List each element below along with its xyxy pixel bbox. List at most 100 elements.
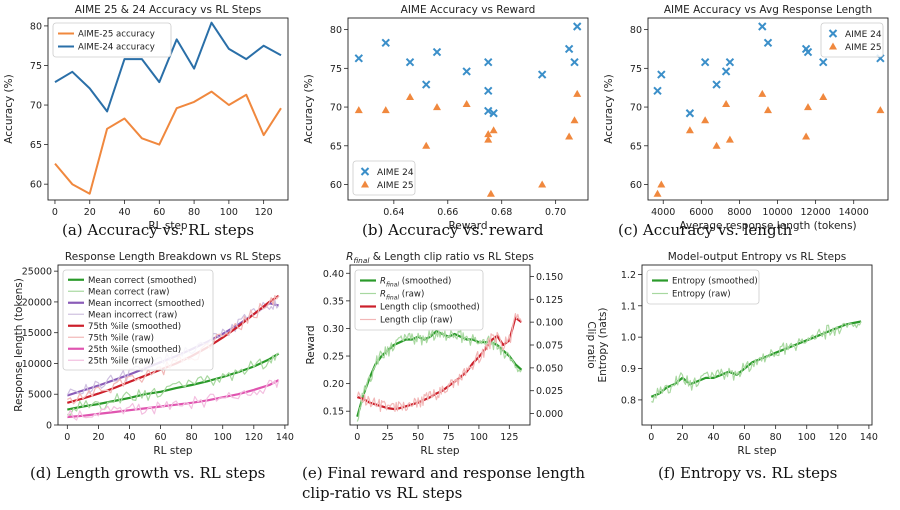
chart-svg: AIME Accuracy vs Avg Response Length 4000… xyxy=(603,4,889,232)
legend-box xyxy=(820,22,884,58)
figure-caption: (f) Entropy vs. RL steps xyxy=(658,464,838,482)
scatter-point-1 xyxy=(432,103,441,111)
scatter-point-0 xyxy=(700,57,710,67)
scatter-point-1 xyxy=(573,89,582,97)
scatter-point-0 xyxy=(484,106,493,116)
legend-label: AIME 25 xyxy=(377,181,414,191)
legend-label: AIME 25 xyxy=(845,43,882,53)
y-right-tick-label: 0.000 xyxy=(536,409,563,420)
title-part: (smoothed) xyxy=(399,277,451,287)
y-tick-label: 5000 xyxy=(28,390,52,401)
x-tick-label: 75 xyxy=(442,432,454,443)
x-marker-stroke xyxy=(758,22,767,31)
x-tick-label: 10000 xyxy=(762,207,792,218)
x-tick-label: 140 xyxy=(860,432,878,443)
legend-label: AIME-25 accuracy xyxy=(78,30,155,40)
y-tick-label: 65 xyxy=(330,141,342,152)
y-tick-label: 10000 xyxy=(22,359,52,370)
x-marker-stroke xyxy=(819,57,828,67)
chart-panel-d: Response Length Breakdown vs RL Steps 0 20… xyxy=(0,245,300,510)
y-tick-label: 0.25 xyxy=(323,352,344,363)
x-tick-label: 0.66 xyxy=(437,207,458,218)
figure-caption: (c) Accuracy vs. length xyxy=(618,221,793,239)
legend-label: AIME 24 xyxy=(845,30,882,40)
legend-label: AIME 24 xyxy=(377,168,414,178)
x-tick-label: 20 xyxy=(92,432,104,443)
scatter-point-1 xyxy=(486,189,495,197)
title-part: final xyxy=(386,295,399,302)
y-axis-label: Accuracy (%) xyxy=(303,74,315,143)
y-tick-label: 15000 xyxy=(22,328,52,339)
legend-label: Length clip (raw) xyxy=(380,316,453,326)
legend: AIME 24 AIME 25 xyxy=(820,22,884,58)
y-tick-label: 0.15 xyxy=(323,407,344,418)
x-tick-label: 14000 xyxy=(839,207,869,218)
y-tick-label: 75 xyxy=(30,61,42,72)
scatter-point-0 xyxy=(421,80,431,89)
y-tick-label: 70 xyxy=(630,103,642,114)
plot-area xyxy=(653,22,885,197)
scatter-point-0 xyxy=(712,80,721,89)
scatter-point-1 xyxy=(804,103,812,111)
x-tick-label: 0 xyxy=(354,432,360,443)
scatter-point-0 xyxy=(489,109,498,118)
y-tick-label: 80 xyxy=(30,21,42,32)
y-right-axis-label: Clip ratio xyxy=(585,321,597,368)
scatter-point-1 xyxy=(484,135,493,143)
scatter-point-1 xyxy=(484,130,493,138)
figure-caption: (b) Accuracy vs. reward xyxy=(362,221,544,239)
plot-frame xyxy=(349,264,531,426)
legend: Mean correct (smoothed)Mean correct (raw… xyxy=(62,269,214,371)
title-part: R xyxy=(380,290,386,300)
x-marker-stroke xyxy=(405,57,415,67)
legend-label: Mean correct (smoothed) xyxy=(88,276,197,286)
plot-area xyxy=(354,22,582,197)
y-tick-label: 0.8 xyxy=(621,395,636,406)
plot-area xyxy=(650,320,862,403)
chart-svg: AIME Accuracy vs Reward 0.64 0.66 0.68 0.70 6… xyxy=(303,4,589,232)
x-axis-label: Reward xyxy=(448,220,487,232)
y-tick-label: 80 xyxy=(630,25,642,36)
scatter-point-0 xyxy=(653,86,662,96)
legend-marker xyxy=(829,42,837,50)
y-tick-label: 0.9 xyxy=(621,364,636,375)
y-tick-label: 1.2 xyxy=(621,270,636,281)
x-tick-label: 0.70 xyxy=(545,207,566,218)
legend-box xyxy=(62,269,214,371)
legend: Entropy (smoothed) Entropy (raw) xyxy=(646,269,760,305)
y-tick-label: 0.35 xyxy=(323,296,344,307)
series-line-7 xyxy=(66,379,280,421)
scatter-point-1 xyxy=(538,180,547,188)
y-tick-label: 20000 xyxy=(22,297,52,308)
x-marker-stroke xyxy=(685,109,695,118)
y-tick-label: 60 xyxy=(30,180,42,191)
title-part: R xyxy=(346,251,353,263)
scatter-point-1 xyxy=(722,99,731,107)
chart-title: Rfinal & Length clip ratio vs RL Steps xyxy=(346,251,534,265)
chart-svg: Response Length Breakdown vs RL Steps 0 20… xyxy=(13,251,294,457)
legend-label: Length clip (smoothed) xyxy=(380,303,480,313)
x-marker-stroke xyxy=(712,80,721,89)
x-tick-label: 20 xyxy=(676,432,688,443)
x-tick-label: 80 xyxy=(770,432,782,443)
scatter-point-1 xyxy=(570,116,579,124)
legend-label: Entropy (smoothed) xyxy=(672,277,758,287)
x-marker-stroke xyxy=(381,38,390,47)
y-tick-label: 60 xyxy=(630,180,642,191)
x-tick-label: 40 xyxy=(118,207,130,218)
x-tick-label: 8000 xyxy=(727,207,751,218)
legend-label: Mean incorrect (raw) xyxy=(88,310,177,320)
scatter-point-0 xyxy=(657,70,666,79)
y-tick-label: 70 xyxy=(330,103,342,114)
x-axis-label: RL step xyxy=(737,445,777,457)
y-tick-label: 60 xyxy=(330,180,342,191)
legend-label: 25th %ile (smoothed) xyxy=(88,345,181,355)
x-marker-stroke xyxy=(484,106,493,116)
y-right-tick-label: 0.150 xyxy=(536,272,563,283)
x-marker-stroke xyxy=(721,67,731,76)
title-part: final xyxy=(353,256,369,265)
legend-box xyxy=(354,269,484,331)
x-marker-stroke xyxy=(354,54,363,63)
x-tick-label: 12000 xyxy=(801,207,831,218)
x-tick-label: 20 xyxy=(84,207,96,218)
